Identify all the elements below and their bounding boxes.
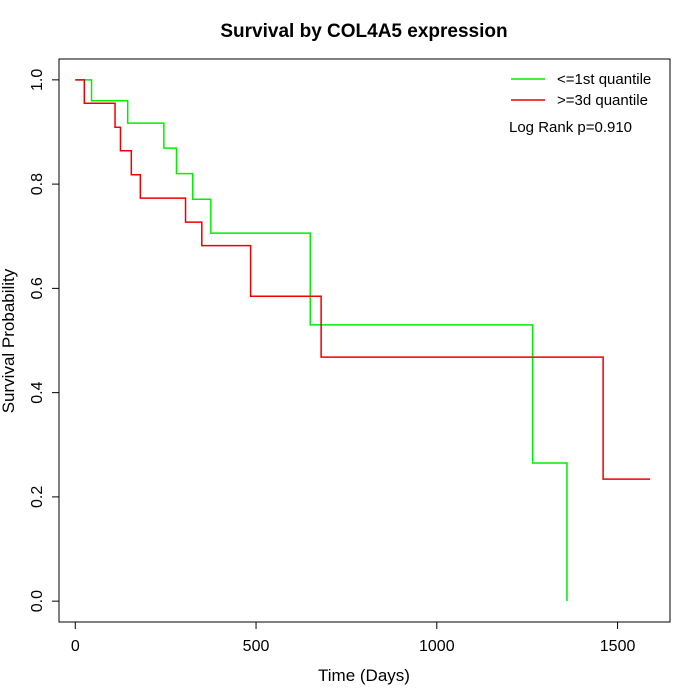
x-tick-label: 0 xyxy=(71,638,80,655)
x-axis: 0 500 1000 1500 xyxy=(71,621,636,655)
x-tick-label: 1500 xyxy=(600,638,636,655)
y-tick-label: 0.8 xyxy=(29,173,46,195)
legend-label-high: >=3d quantile xyxy=(557,92,648,109)
series-layer xyxy=(75,79,651,602)
chart-title: Survival by COL4A5 expression xyxy=(220,21,507,42)
y-tick-label: 0.2 xyxy=(29,486,46,508)
survival-curve-high xyxy=(75,79,651,480)
y-tick-label: 0.0 xyxy=(29,590,46,612)
y-axis-label: Survival Probability xyxy=(0,268,18,413)
y-tick-label: 0.4 xyxy=(29,381,46,403)
x-tick-label: 500 xyxy=(243,638,270,655)
y-tick-label: 0.6 xyxy=(29,277,46,299)
x-axis-label: Time (Days) xyxy=(318,666,410,685)
y-tick-label: 1.0 xyxy=(29,69,46,91)
y-axis: 0.0 0.2 0.4 0.6 0.8 1.0 xyxy=(29,69,60,612)
legend: <=1st quantile >=3d quantile xyxy=(511,71,651,109)
log-rank-annotation: Log Rank p=0.910 xyxy=(509,119,632,136)
legend-label-low: <=1st quantile xyxy=(557,71,651,88)
survival-curve-low xyxy=(75,79,568,602)
plot-frame xyxy=(58,58,671,623)
x-tick-label: 1000 xyxy=(419,638,455,655)
